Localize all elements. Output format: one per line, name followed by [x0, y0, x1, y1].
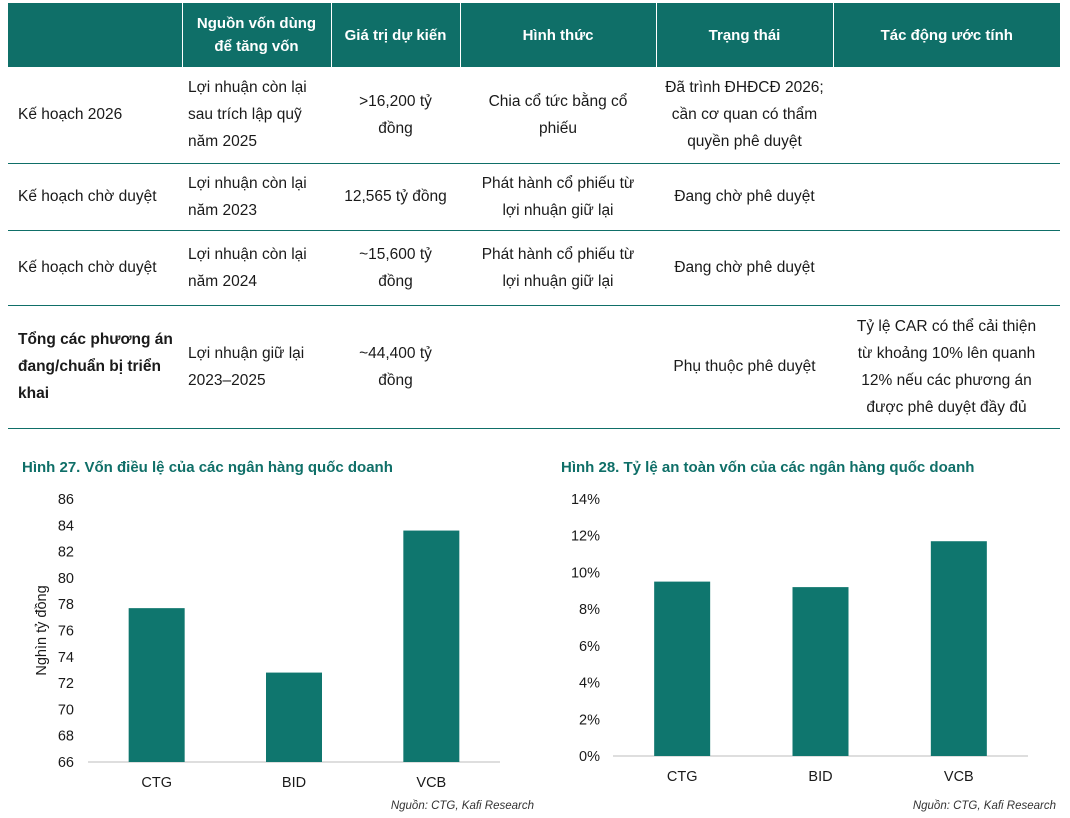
y-tick-label: 84 [58, 518, 74, 534]
header-cell-row-label [8, 3, 182, 67]
table-cell [460, 305, 656, 429]
figure-28-title: Hình 28. Tỷ lệ an toàn vốn của các ngân … [561, 459, 975, 476]
header-cell-estimated-impact: Tác động ước tính [832, 3, 1060, 67]
table-cell: ~44,400 tỷ đồng [331, 305, 460, 429]
x-tick-label: VCB [944, 769, 974, 785]
y-axis-label: Nghìn tỷ đồng [34, 585, 50, 675]
table-cell: Phụ thuộc phê duyệt [656, 305, 833, 429]
bar-bid [266, 672, 322, 762]
table-cell: Kế hoạch chờ duyệt [8, 230, 182, 306]
table-cell: Lợi nhuận còn lại năm 2024 [182, 230, 331, 306]
table-cell: Đã trình ĐHĐCĐ 2026; cần cơ quan có thẩm q… [656, 67, 833, 164]
table-cell: Phát hành cổ phiếu từ lợi nhuận giữ lại [460, 230, 656, 306]
bar-bid [792, 587, 849, 756]
header-cell-funding-source: Nguồn vốn dùng để tăng vốn [181, 3, 331, 67]
x-tick-label: BID [282, 775, 306, 791]
y-tick-label: 0% [579, 749, 600, 765]
table-row: Kế hoạch chờ duyệt Lợi nhuận còn lại năm 2… [8, 230, 1060, 306]
x-tick-label: BID [808, 769, 832, 785]
table-cell: Tỷ lệ CAR có thể cải thiện từ khoảng 10% … [833, 305, 1060, 429]
figure-27-title: Hình 27. Vốn điều lệ của các ngân hàng q… [22, 459, 393, 476]
bar-ctg [654, 581, 711, 756]
figure-28-source: Nguồn: CTG, Kafi Research [912, 800, 1056, 812]
table-cell: Kế hoạch chờ duyệt [8, 163, 182, 231]
y-tick-label: 66 [58, 755, 74, 771]
table-header-row: Nguồn vốn dùng để tăng vốn Giá trị dự kiế… [8, 3, 1060, 67]
y-tick-label: 70 [58, 702, 74, 718]
header-cell-method: Hình thức [459, 3, 656, 67]
figure-27-source: Nguồn: CTG, Kafi Research [390, 800, 534, 812]
table-cell: 12,565 tỷ đồng [331, 163, 460, 231]
table-cell: Kế hoạch 2026 [8, 67, 182, 164]
y-tick-label: 4% [579, 676, 600, 692]
bar-ctg [128, 608, 185, 762]
y-tick-label: 78 [58, 597, 74, 613]
y-tick-label: 80 [58, 571, 74, 587]
table-row: Kế hoạch 2026 Lợi nhuận còn lại sau trích … [8, 67, 1060, 164]
table-cell: ~15,600 tỷ đồng [331, 230, 460, 306]
table-cell: Tổng các phương án đang/chuẩn bị triển kha… [8, 305, 182, 429]
table-cell: Đang chờ phê duyệt [656, 163, 833, 231]
table-cell: Phát hành cổ phiếu từ lợi nhuận giữ lại [460, 163, 656, 231]
table-row: Kế hoạch chờ duyệt Lợi nhuận còn lại năm 2… [8, 163, 1060, 231]
table-cell [833, 67, 1060, 164]
capital-plan-table: Nguồn vốn dùng để tăng vốn Giá trị dự kiế… [8, 3, 1060, 429]
y-tick-label: 68 [58, 729, 74, 745]
bar-vcb [930, 541, 987, 756]
header-cell-status: Trạng thái [655, 3, 833, 67]
y-tick-label: 12% [571, 529, 600, 545]
table-cell: Lợi nhuận còn lại sau trích lập quỹ năm 20… [182, 67, 331, 164]
header-cell-expected-value: Giá trị dự kiến [330, 3, 460, 67]
table-cell: >16,200 tỷ đồng [331, 67, 460, 164]
table-cell: Lợi nhuận giữ lại 2023–2025 [182, 305, 331, 429]
bar-vcb [403, 530, 460, 762]
x-tick-label: CTG [667, 769, 698, 785]
table-cell [833, 230, 1060, 306]
y-tick-label: 76 [58, 624, 74, 640]
table-cell: Lợi nhuận còn lại năm 2023 [182, 163, 331, 231]
x-tick-label: VCB [416, 775, 446, 791]
y-tick-label: 6% [579, 639, 600, 655]
table-cell: Đang chờ phê duyệt [656, 230, 833, 306]
car-ratio-chart: 0% 2% 4% 6% 8% 10% 12% 14% CTG BID VCB [571, 492, 1028, 785]
y-tick-label: 14% [571, 492, 600, 508]
table-row-total: Tổng các phương án đang/chuẩn bị triển kha… [8, 305, 1060, 429]
charter-capital-chart: 66 68 70 72 74 76 78 80 82 84 86 CTG BID VCB Nghìn tỷ … [34, 492, 500, 791]
x-tick-label: CTG [141, 775, 172, 791]
y-tick-label: 72 [58, 676, 74, 692]
y-tick-label: 86 [58, 492, 74, 508]
y-tick-label: 2% [579, 712, 600, 728]
y-tick-label: 74 [58, 650, 74, 666]
y-tick-label: 82 [58, 545, 74, 561]
y-tick-label: 8% [579, 602, 600, 618]
y-tick-label: 10% [571, 565, 600, 581]
table-cell [833, 163, 1060, 231]
table-cell: Chia cổ tức bằng cổ phiếu [460, 67, 656, 164]
